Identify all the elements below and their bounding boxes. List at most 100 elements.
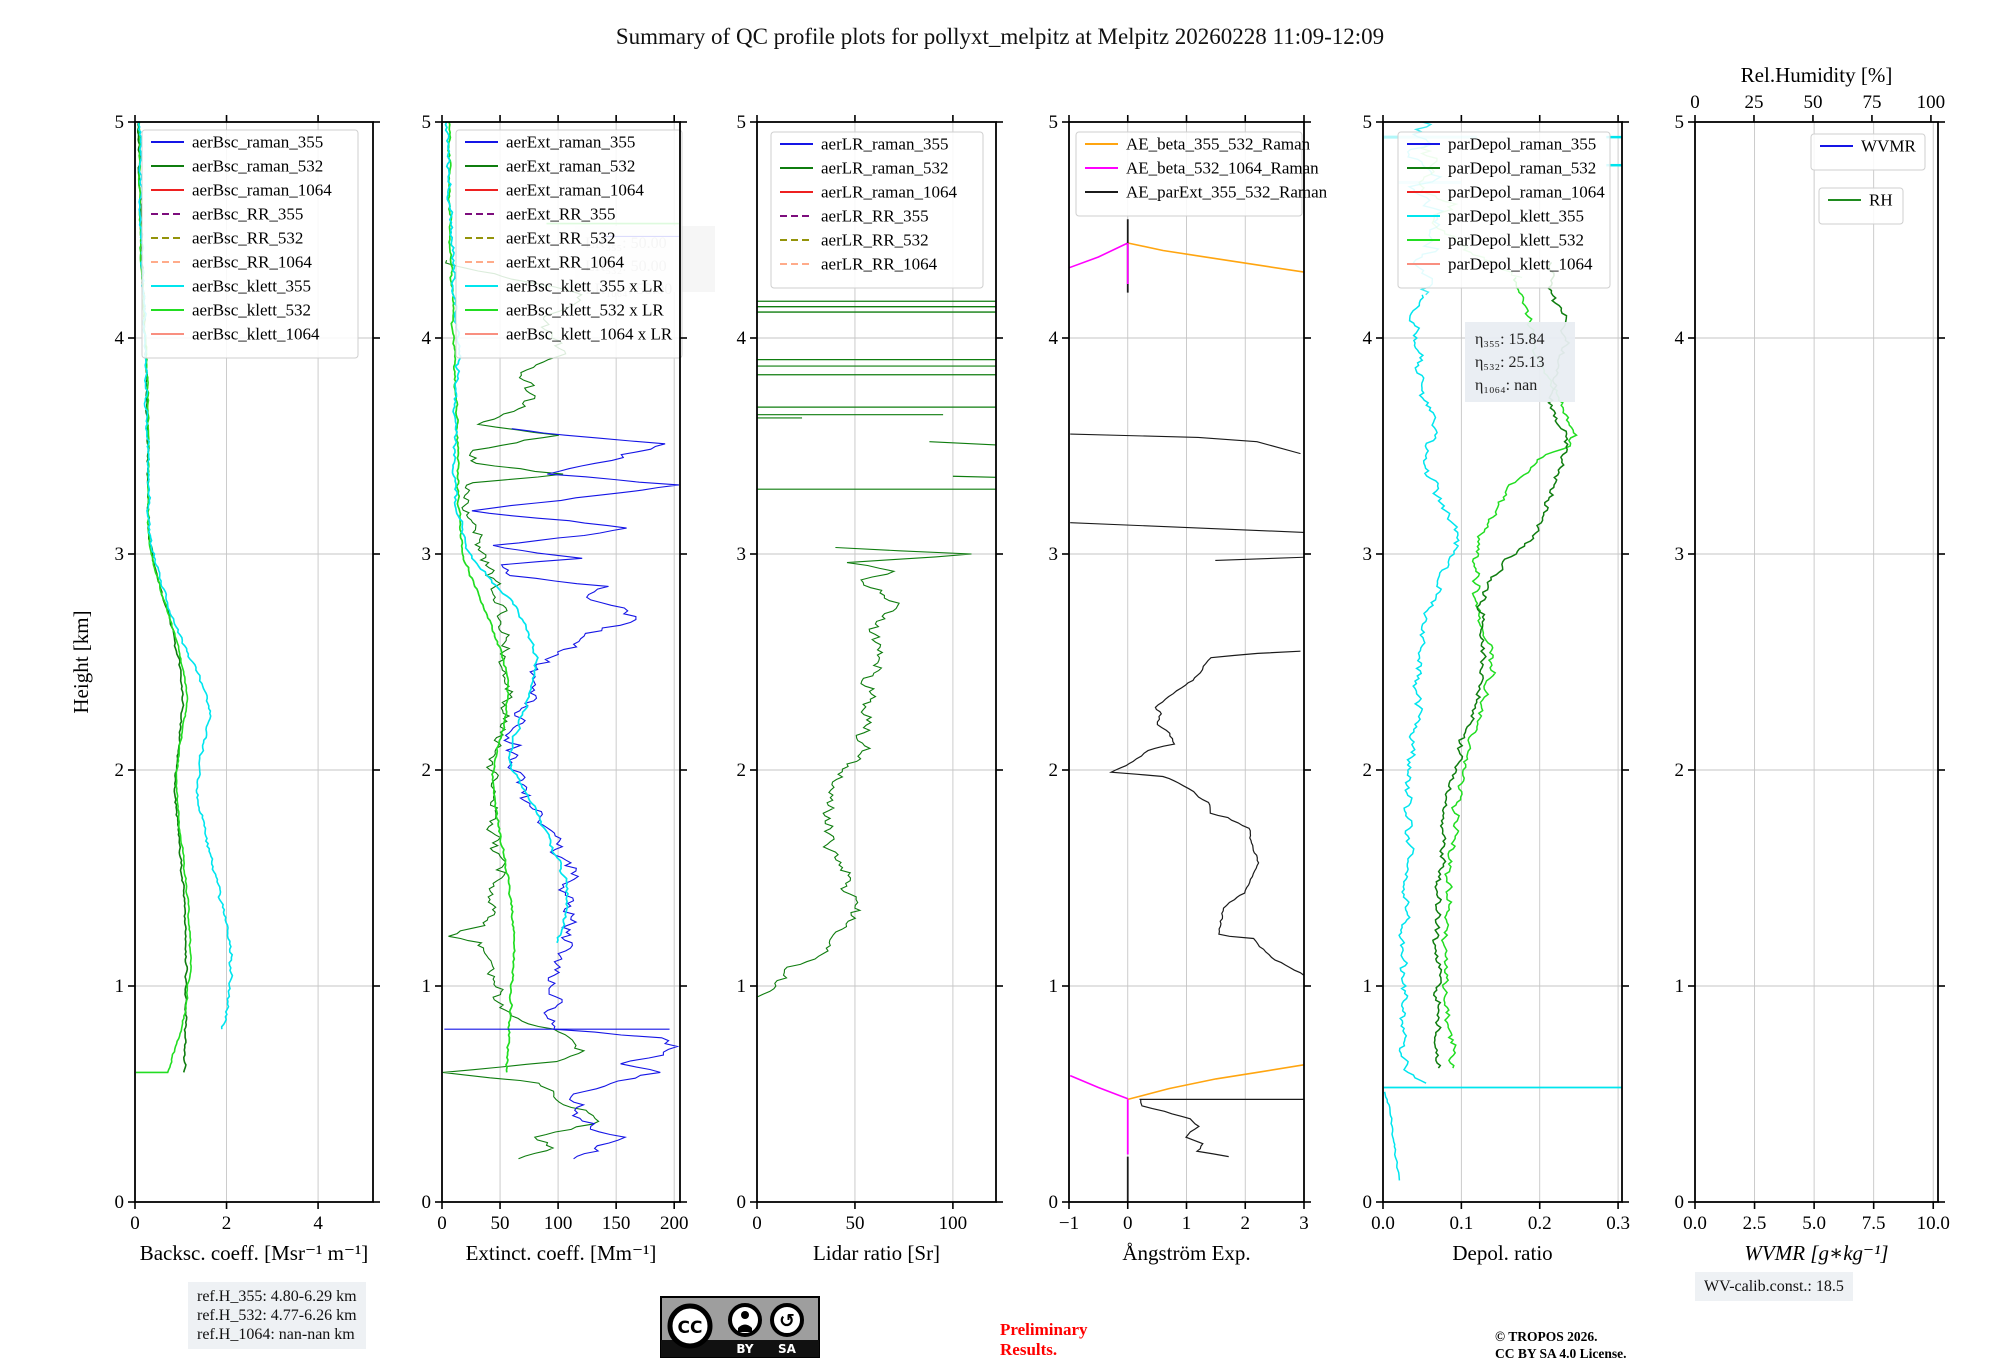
legend-label: AE_parExt_355_532_Raman	[1126, 183, 1328, 202]
top-tick-label: 50	[1803, 92, 1822, 113]
legend-label: aerExt_raman_532	[506, 157, 635, 176]
legend-label: parDepol_raman_532	[1448, 159, 1596, 178]
legend-label: parDepol_raman_355	[1448, 135, 1596, 154]
legend-label: aerBsc_klett_532 x LR	[506, 301, 664, 320]
ref-h-532: ref.H_532: 4.77-6.26 km	[197, 1307, 357, 1324]
x-tick-label: 2	[222, 1213, 232, 1234]
series-aerLR_raman_532	[757, 546, 972, 998]
legend-label: AE_beta_532_1064_Raman	[1126, 159, 1319, 178]
wv-calibration-note: WV-calib.const.: 18.5	[1695, 1272, 1853, 1301]
annotation-box: η₃₅₅: 15.84 η₅₃₂: 25.13 η₁₀₆₄: nan	[1465, 322, 1575, 402]
figure-title: Summary of QC profile plots for pollyxt_…	[615, 24, 1385, 49]
legend-label: aerBsc_RR_1064	[192, 253, 312, 272]
legend-label: aerExt_RR_1064	[506, 253, 625, 272]
legend-label: aerLR_RR_532	[821, 231, 929, 250]
segment	[1070, 522, 1304, 533]
x-tick-label: 150	[602, 1213, 631, 1234]
legend-label: aerExt_raman_355	[506, 133, 635, 152]
svg-text:↺: ↺	[779, 1310, 795, 1332]
panel-depol-ratio: η₃₅₅: 15.84 η₅₃₂: 25.13 η₁₀₆₄: nan parDepol…	[1363, 112, 1630, 1265]
legend-label: parDepol_klett_532	[1448, 231, 1584, 250]
y-tick-label: 1	[1049, 976, 1059, 997]
legend: AE_beta_355_532_Raman AE_beta_532_1064_Ra…	[1075, 131, 1328, 217]
y-tick-label: 2	[1363, 760, 1373, 781]
x-axis-label: Backsc. coeff. [Msr⁻¹ m⁻¹]	[140, 1241, 369, 1265]
copyright-line-2: CC BY SA 4.0 License.	[1495, 1346, 1627, 1360]
x-axis-label: WVMR [g∗kg⁻¹]	[1744, 1241, 1888, 1265]
legend-label: aerBsc_klett_1064 x LR	[506, 325, 673, 344]
ticks: 0.0 0.1 0.2 0.3 0 1 2 3 4 5	[1363, 112, 1630, 1234]
x-tick-label: 3	[1299, 1213, 1309, 1234]
y-tick-label: 1	[1675, 976, 1685, 997]
series-AE_beta_355_532_top	[1127, 242, 1304, 273]
gridlines	[1695, 122, 1938, 1202]
y-tick-label: 5	[1675, 112, 1685, 133]
x-tick-label: −1	[1059, 1213, 1079, 1234]
series-AE_beta_532_1064_top	[1069, 242, 1129, 269]
x-tick-label: 7.5	[1862, 1213, 1886, 1234]
legend-label: RH	[1869, 191, 1893, 210]
y-tick-label: 4	[1049, 328, 1059, 349]
axes-spines	[1694, 121, 1939, 1203]
legend-label: parDepol_klett_355	[1448, 207, 1584, 226]
reference-height-note: ref.H_355: 4.80-6.29 km ref.H_532: 4.77-…	[188, 1282, 366, 1349]
panel-extinction: LR₃₅₅: 50.00LR₅₃₂: 50.00LR₁₀₆₄: 50.00aer…	[422, 112, 715, 1265]
y-tick-label: 3	[1363, 544, 1373, 565]
legend-label: aerExt_raman_1064	[506, 181, 644, 200]
y-tick-label: 3	[422, 544, 432, 565]
y-tick-label: 1	[422, 976, 432, 997]
y-tick-label: 5	[737, 112, 747, 133]
y-tick-label: 4	[422, 328, 432, 349]
ticks: 0.0 2.5 5.0 7.5 10.0 0 25 50 75 100 0 1 2 3 4 5	[1675, 92, 1950, 1234]
y-tick-label: 4	[1363, 328, 1373, 349]
legend-label: aerBsc_klett_1064	[192, 325, 320, 344]
axes-spines	[441, 121, 681, 1203]
top-tick-label: 75	[1862, 92, 1881, 113]
x-tick-label: 0.0	[1683, 1213, 1707, 1234]
x-tick-label: 100	[544, 1213, 573, 1234]
annotation-line: η₃₅₅: 15.84	[1475, 331, 1545, 348]
series-AE_parExt_355_532_Raman_mid	[1108, 650, 1304, 976]
y-tick-label: 4	[115, 328, 125, 349]
x-tick-label: 0.1	[1449, 1213, 1473, 1234]
series-parDepol_klett_355_low	[1383, 1091, 1401, 1181]
y-tick-label: 2	[422, 760, 432, 781]
x-tick-label: 0	[1123, 1213, 1133, 1234]
y-tick-label: 3	[737, 544, 747, 565]
x-axis-label: Lidar ratio [Sr]	[813, 1241, 940, 1265]
x-axis-label: Ångström Exp.	[1122, 1241, 1250, 1265]
ref-h-355: ref.H_355: 4.80-6.29 km	[197, 1288, 357, 1305]
panel-backscatter: aerBsc_raman_355 aerBsc_raman_532 aerBsc_r…	[115, 112, 380, 1265]
y-tick-label: 4	[1675, 328, 1685, 349]
top-tick-label: 25	[1744, 92, 1763, 113]
svg-text:CC: CC	[678, 1318, 703, 1338]
legend: aerLR_raman_355 aerLR_raman_532 aerLR_rama…	[770, 131, 984, 289]
legend-label: aerExt_RR_532	[506, 229, 616, 248]
y-tick-label: 0	[737, 1192, 747, 1213]
panel-wvmr: WVMR RH 0.0 2.5 5.0 7.5 10.0 0 25 50 75 100 0 1 2 3 4 5 Re…	[1675, 63, 1950, 1265]
segment	[952, 475, 996, 478]
y-tick-label: 2	[115, 760, 125, 781]
series-AE_beta_532_1064_bottom	[1069, 1074, 1129, 1100]
preliminary-line-2: Results.	[1000, 1340, 1058, 1359]
x-tick-label: 200	[660, 1213, 689, 1234]
legend-label: WVMR	[1861, 137, 1916, 156]
by-person-icon	[728, 1303, 762, 1337]
ref-h-1064: ref.H_1064: nan-nan km	[197, 1326, 355, 1343]
legend-label: aerLR_RR_355	[821, 207, 929, 226]
top-tick-label: 100	[1917, 92, 1946, 113]
y-tick-label: 0	[1049, 1192, 1059, 1213]
y-tick-label: 3	[115, 544, 125, 565]
legend-label: aerBsc_klett_532	[192, 301, 311, 320]
cc-license-badge-graphic: CC ↺ BY SA	[660, 1296, 820, 1358]
gridlines	[757, 122, 996, 1202]
legend-label: aerLR_raman_1064	[821, 183, 957, 202]
cc-icon	[667, 1303, 713, 1349]
y-tick-label: 4	[737, 328, 747, 349]
x-tick-label: 2.5	[1743, 1213, 1767, 1234]
legend: aerExt_raman_355 aerExt_raman_532 aerExt_r…	[455, 129, 683, 359]
legend-label: aerBsc_raman_532	[192, 157, 323, 176]
y-tick-label: 0	[1363, 1192, 1373, 1213]
